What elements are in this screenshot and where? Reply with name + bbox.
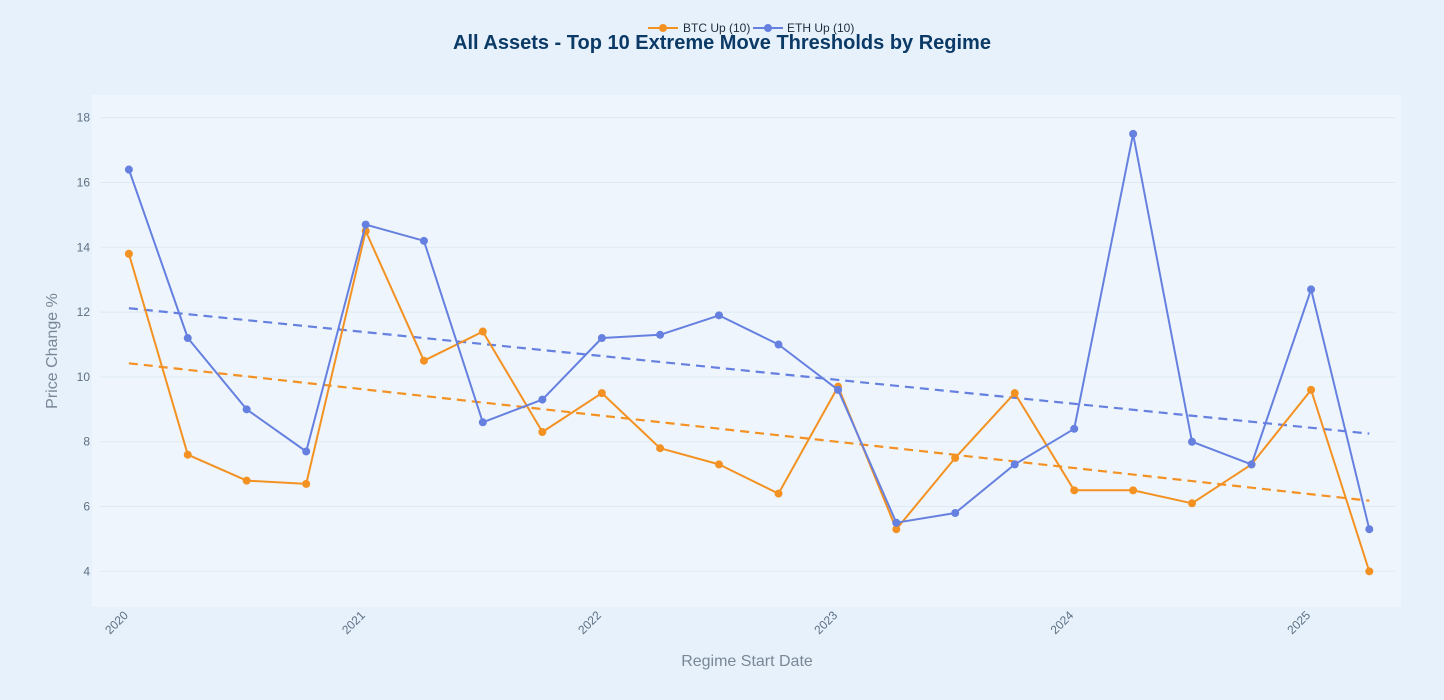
data-point-eth[interactable] bbox=[538, 395, 547, 404]
x-tick-label: 2021 bbox=[339, 608, 368, 637]
x-tick-label: 2020 bbox=[102, 608, 131, 637]
data-point-eth[interactable] bbox=[478, 418, 487, 427]
data-point-btc[interactable] bbox=[1188, 499, 1196, 508]
data-point-btc[interactable] bbox=[715, 460, 723, 469]
y-tick-label: 14 bbox=[77, 240, 91, 254]
data-point-eth[interactable] bbox=[834, 385, 843, 394]
data-point-btc[interactable] bbox=[774, 489, 783, 498]
legend-marker-btc bbox=[659, 24, 667, 32]
data-point-btc[interactable] bbox=[597, 389, 606, 398]
y-tick-label: 8 bbox=[83, 435, 90, 449]
legend-item-eth[interactable]: ETH Up (10) bbox=[753, 21, 854, 35]
legend-item-btc[interactable]: BTC Up (10) bbox=[648, 21, 750, 35]
series-eth bbox=[124, 129, 1374, 534]
data-point-eth[interactable] bbox=[1070, 424, 1079, 433]
y-tick-label: 4 bbox=[83, 564, 90, 578]
y-tick-label: 10 bbox=[77, 370, 91, 384]
data-point-eth[interactable] bbox=[951, 509, 960, 518]
data-point-eth[interactable] bbox=[1247, 460, 1256, 469]
data-point-btc[interactable] bbox=[1365, 567, 1374, 576]
chart-title: All Assets - Top 10 Extreme Move Thresho… bbox=[453, 32, 991, 54]
data-point-btc[interactable] bbox=[183, 450, 192, 459]
trend-lines bbox=[128, 307, 1370, 502]
legend[interactable]: BTC Up (10) ETH Up (10) bbox=[648, 21, 854, 35]
plot-background bbox=[92, 95, 1401, 607]
trend-line-eth bbox=[128, 307, 1370, 435]
y-tick-label: 18 bbox=[77, 111, 91, 125]
y-tick-label: 6 bbox=[83, 500, 90, 514]
data-point-btc[interactable] bbox=[951, 453, 960, 462]
data-point-eth[interactable] bbox=[1365, 525, 1374, 534]
series-line-btc bbox=[127, 230, 1371, 572]
legend-marker-eth bbox=[764, 24, 772, 32]
data-point-eth[interactable] bbox=[242, 405, 251, 414]
data-point-btc[interactable] bbox=[1010, 389, 1019, 398]
data-point-eth[interactable] bbox=[361, 220, 370, 229]
data-point-btc[interactable] bbox=[419, 356, 428, 365]
y-axis-ticks: 4 6 8 10 12 14 16 18 bbox=[77, 111, 91, 579]
legend-label-btc: BTC Up (10) bbox=[683, 21, 750, 35]
x-axis-title: Regime Start Date bbox=[681, 653, 813, 670]
legend-label-eth: ETH Up (10) bbox=[787, 21, 854, 35]
data-point-eth[interactable] bbox=[124, 165, 133, 174]
x-tick-label: 2024 bbox=[1048, 608, 1077, 637]
data-point-eth[interactable] bbox=[1129, 129, 1138, 138]
data-point-btc[interactable] bbox=[1070, 486, 1079, 495]
x-axis-ticks: 2020 2021 2022 2023 2024 2025 bbox=[102, 608, 1313, 637]
data-point-btc[interactable] bbox=[892, 525, 901, 534]
data-point-btc[interactable] bbox=[538, 428, 547, 437]
x-tick-label: 2025 bbox=[1284, 608, 1313, 637]
data-point-eth[interactable] bbox=[302, 447, 311, 456]
data-point-eth[interactable] bbox=[597, 334, 606, 343]
data-point-btc[interactable] bbox=[302, 479, 311, 488]
x-tick-label: 2022 bbox=[575, 608, 604, 637]
data-point-eth[interactable] bbox=[1307, 285, 1316, 294]
data-point-btc[interactable] bbox=[478, 327, 487, 336]
data-point-btc[interactable] bbox=[242, 476, 251, 485]
data-point-eth[interactable] bbox=[656, 330, 665, 339]
series-btc bbox=[124, 227, 1374, 576]
y-tick-label: 16 bbox=[77, 175, 91, 189]
data-point-eth[interactable] bbox=[419, 236, 428, 245]
data-point-btc[interactable] bbox=[1129, 486, 1138, 495]
data-point-eth[interactable] bbox=[892, 518, 901, 527]
y-tick-label: 12 bbox=[77, 305, 91, 319]
data-point-btc[interactable] bbox=[124, 249, 133, 258]
data-point-eth[interactable] bbox=[774, 340, 783, 349]
x-tick-label: 2023 bbox=[811, 608, 840, 637]
y-axis-title: Price Change % bbox=[44, 293, 61, 409]
data-point-btc[interactable] bbox=[656, 444, 665, 453]
data-point-eth[interactable] bbox=[1010, 460, 1019, 469]
trend-line-btc bbox=[128, 362, 1370, 502]
data-point-eth[interactable] bbox=[1188, 437, 1196, 446]
series-lines bbox=[124, 129, 1374, 576]
series-line-eth bbox=[127, 132, 1371, 530]
data-point-btc[interactable] bbox=[1307, 385, 1316, 394]
data-point-eth[interactable] bbox=[715, 311, 723, 320]
data-point-eth[interactable] bbox=[183, 334, 192, 343]
